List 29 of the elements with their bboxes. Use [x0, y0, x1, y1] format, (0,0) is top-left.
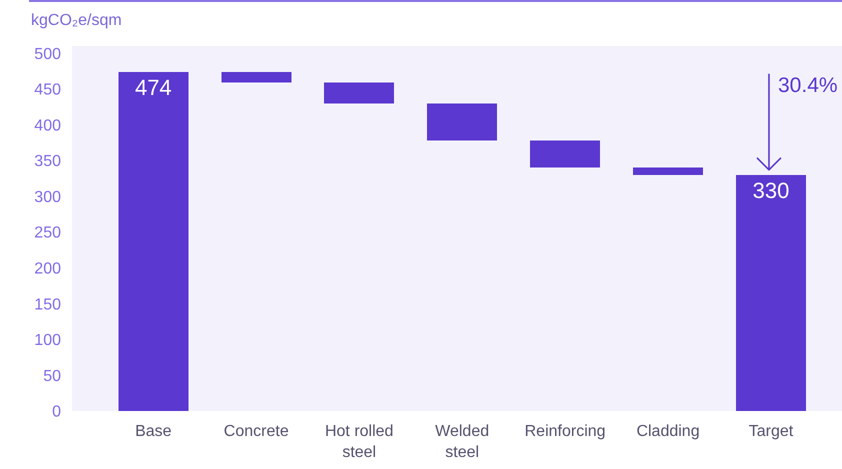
y-tick-label: 0 [52, 404, 62, 421]
x-tick-label: Reinforcing [524, 423, 606, 440]
x-tick-label: Welded steel [435, 423, 490, 461]
x-tick-label: Cladding [636, 423, 700, 440]
bar [530, 140, 600, 168]
bar [221, 72, 292, 82]
x-tick-label: Target [748, 423, 794, 440]
y-tick-label: 100 [34, 332, 62, 350]
y-tick-label: 450 [34, 82, 62, 99]
y-axis-title: kgCO₂e/sqm [31, 12, 122, 29]
bar [118, 72, 188, 411]
y-tick-label: 200 [34, 260, 62, 278]
data-label: 474 [134, 74, 172, 100]
bar [324, 82, 394, 104]
y-tick-label: 350 [34, 153, 62, 170]
y-tick-label: 400 [34, 117, 62, 134]
data-label: 330 [752, 178, 790, 203]
y-tick-label: 500 [34, 46, 62, 63]
bar [736, 174, 806, 411]
x-tick-label: Concrete [224, 423, 289, 440]
y-tick-label: 250 [34, 224, 62, 242]
y-tick-label: 50 [43, 368, 62, 385]
y-tick-label: 300 [34, 188, 62, 206]
x-tick-label: Base [135, 423, 172, 440]
annotation: 30.4% [778, 74, 838, 97]
bar [633, 168, 704, 175]
bar [427, 103, 498, 140]
y-tick-label: 150 [34, 296, 62, 314]
x-tick-label: Hot rolled steel [324, 423, 394, 461]
